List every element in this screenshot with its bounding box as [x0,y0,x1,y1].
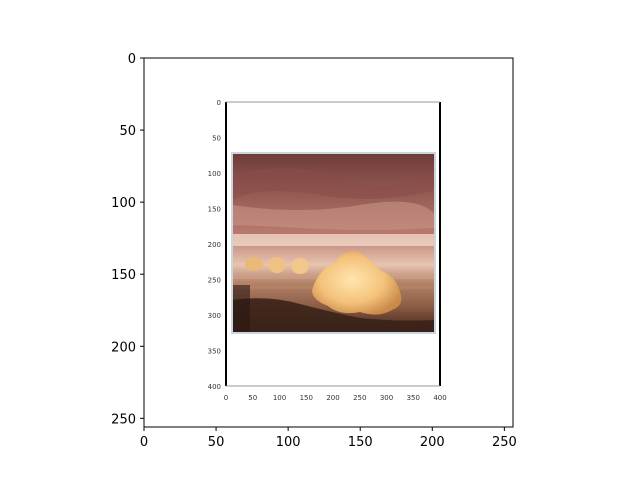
photo [232,153,435,333]
inner-x-tick-label: 250 [353,394,366,402]
embedded-plot: 0 50 100 150 200 250 300 350 4000501001502002503… [208,99,447,402]
distant-ice-1 [245,257,263,271]
distant-ice-2 [268,257,286,273]
y-tick-label: 200 [111,340,136,355]
y-tick-label: 150 [111,268,136,283]
photo-frame [231,152,436,334]
y-tick-label: 50 [119,124,136,139]
inner-x-tick-label: 400 [433,394,446,402]
inner-x-tick-label: 350 [407,394,420,402]
y-axis-ticks: 0 50 100 150 200 250 [111,52,144,427]
inner-x-tick-label: 50 [248,394,257,402]
y-tick-label: 100 [111,196,136,211]
main-ice [312,251,402,315]
x-tick-label: 100 [276,435,301,450]
inner-x-tick-label: 0 [224,394,228,402]
inner-ticks: 0 50 100 150 200 250 300 350 4000501001502002503… [208,99,447,402]
x-tick-label: 200 [420,435,445,450]
inner-x-tick-label: 200 [326,394,339,402]
x-tick-label: 50 [208,435,225,450]
inner-y-tick-label: 200 [208,241,221,249]
inner-y-tick-label: 50 [212,135,221,143]
inner-y-tick-label: 0 [217,99,221,107]
inner-y-tick-label: 400 [208,383,221,391]
x-tick-label: 250 [492,435,517,450]
distant-ice-3 [291,258,309,274]
inner-y-tick-label: 150 [208,206,221,214]
x-tick-label: 0 [140,435,148,450]
inner-y-tick-label: 300 [208,312,221,320]
y-tick-label: 250 [111,412,136,427]
x-axis-ticks: 0 50 100 150 200 250 [140,427,517,450]
inner-y-tick-label: 350 [208,348,221,356]
x-tick-label: 150 [348,435,373,450]
inner-y-tick-label: 100 [208,170,221,178]
inner-y-tick-label: 250 [208,277,221,285]
inner-x-tick-label: 300 [380,394,393,402]
y-tick-label: 0 [128,52,136,67]
inner-x-tick-label: 150 [300,394,313,402]
inner-x-tick-label: 100 [273,394,286,402]
